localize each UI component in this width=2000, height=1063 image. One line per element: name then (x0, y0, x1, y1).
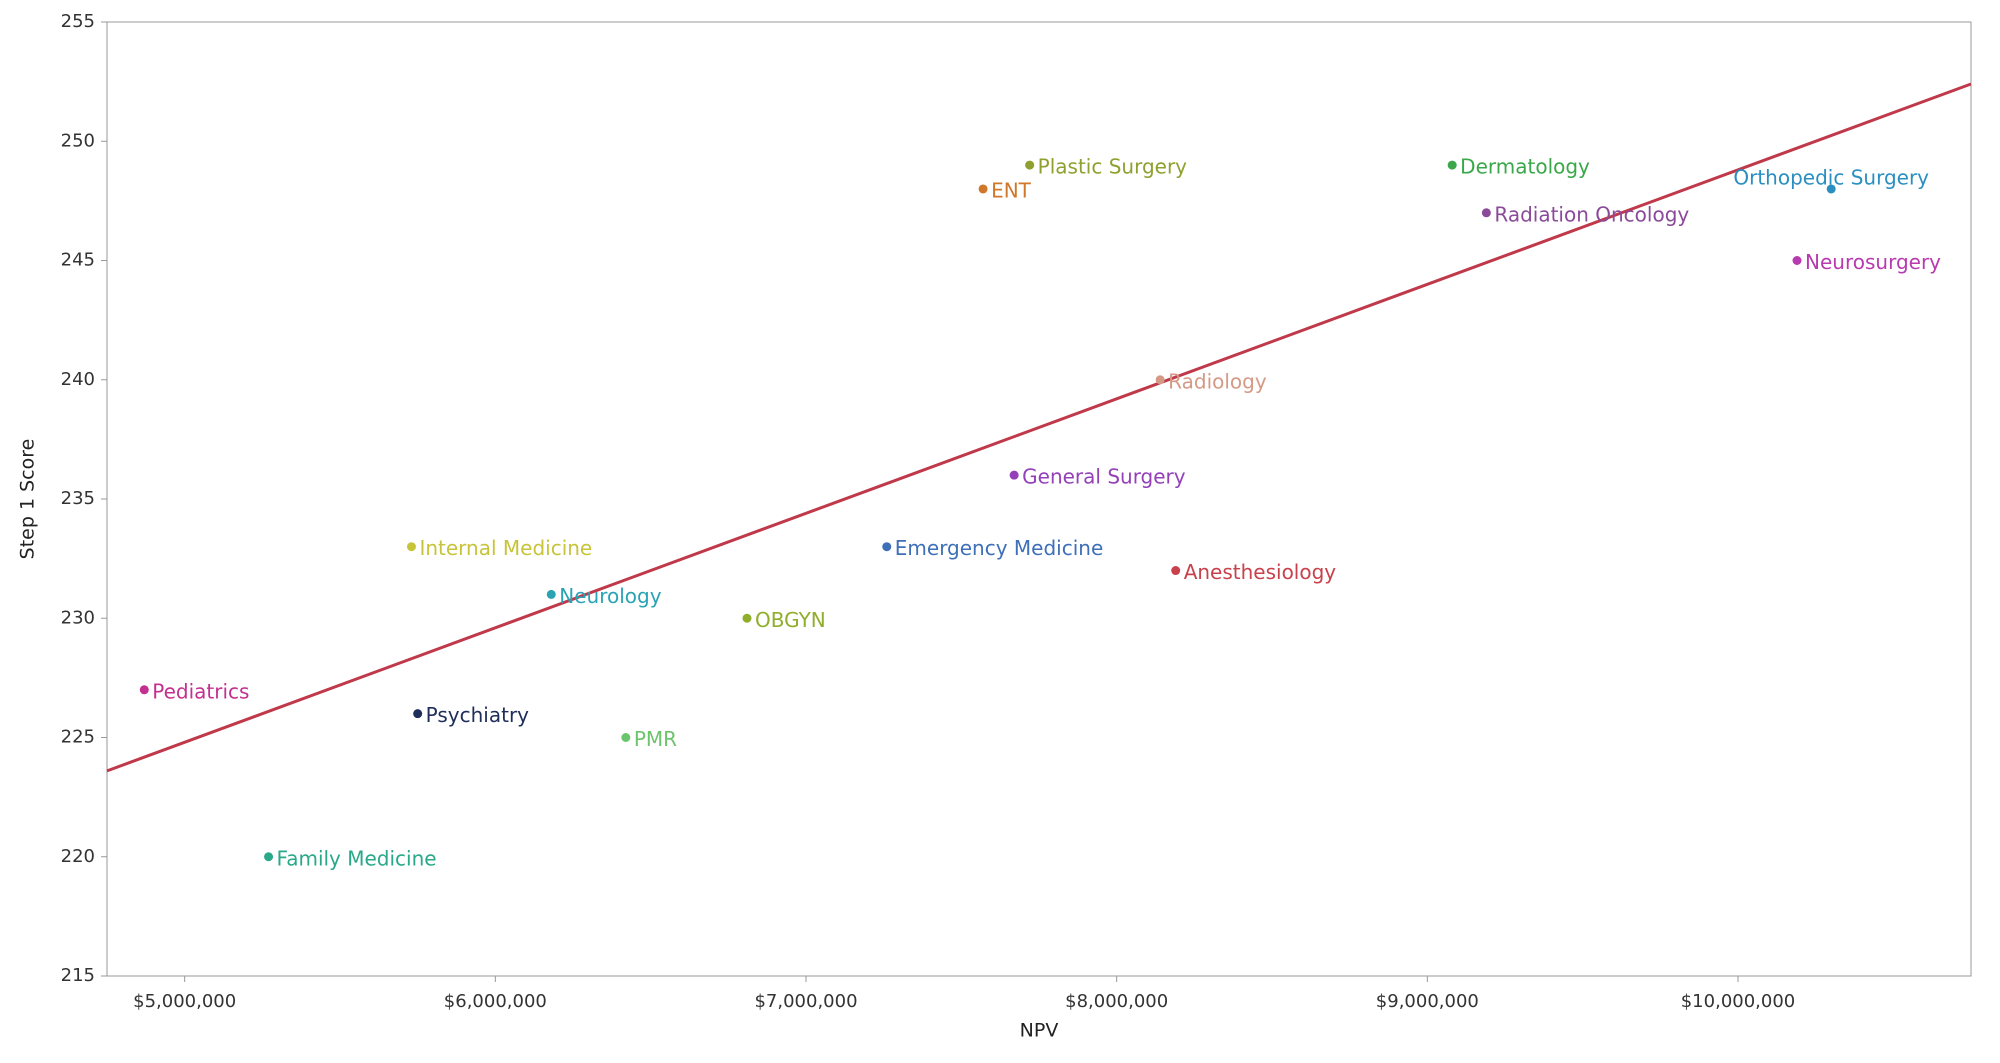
point-label: Dermatology (1460, 155, 1590, 179)
point-label: Neurology (559, 584, 661, 608)
point (264, 852, 274, 862)
point-label: Radiology (1168, 369, 1267, 393)
point (1792, 256, 1802, 265)
y-tick-label: 220 (61, 846, 95, 867)
y-tick-label: 250 (61, 130, 95, 151)
point (1171, 566, 1181, 576)
x-tick-label: $10,000,000 (1681, 991, 1796, 1012)
x-tick-label: $7,000,000 (754, 991, 857, 1012)
x-tick-label: $8,000,000 (1065, 991, 1168, 1012)
y-tick-label: 255 (61, 11, 95, 32)
point (406, 542, 416, 552)
point (882, 542, 892, 552)
point (1025, 160, 1035, 170)
point-label: Family Medicine (277, 846, 437, 870)
point (621, 733, 631, 742)
point-label: Anesthesiology (1184, 560, 1337, 584)
y-tick-label: 240 (61, 369, 95, 390)
point-label: Orthopedic Surgery (1733, 165, 1929, 189)
y-tick-label: 245 (61, 250, 95, 271)
point-label: Emergency Medicine (895, 536, 1104, 560)
y-tick-label: 235 (61, 488, 95, 509)
point (546, 589, 556, 599)
y-tick-label: 225 (61, 727, 95, 748)
y-tick-label: 230 (61, 607, 95, 628)
point-label: ENT (991, 178, 1032, 202)
point (1826, 184, 1836, 194)
point-label: OBGYN (755, 608, 826, 632)
point (1009, 470, 1019, 480)
x-tick-label: $5,000,000 (133, 991, 236, 1012)
point (1481, 208, 1491, 218)
point (413, 709, 423, 719)
point-label: Psychiatry (426, 703, 530, 727)
trend-line (106, 82, 1972, 773)
point-label: Internal Medicine (419, 536, 592, 560)
x-axis-title: NPV (1020, 1020, 1059, 1042)
point (742, 613, 752, 623)
point (1155, 375, 1165, 385)
x-tick-label: $9,000,000 (1376, 991, 1479, 1012)
y-axis-title: Step 1 Score (17, 439, 39, 560)
point-label: General Surgery (1022, 465, 1186, 489)
point-label: Plastic Surgery (1038, 155, 1188, 179)
point (1447, 160, 1457, 170)
point (139, 685, 149, 695)
point-label: Neurosurgery (1805, 250, 1941, 274)
point-label: PMR (634, 727, 677, 751)
point-label: Radiation Oncology (1494, 202, 1689, 226)
point (978, 184, 988, 194)
x-tick-label: $6,000,000 (444, 991, 547, 1012)
y-tick-label: 215 (61, 965, 95, 986)
point-label: Pediatrics (152, 679, 249, 703)
